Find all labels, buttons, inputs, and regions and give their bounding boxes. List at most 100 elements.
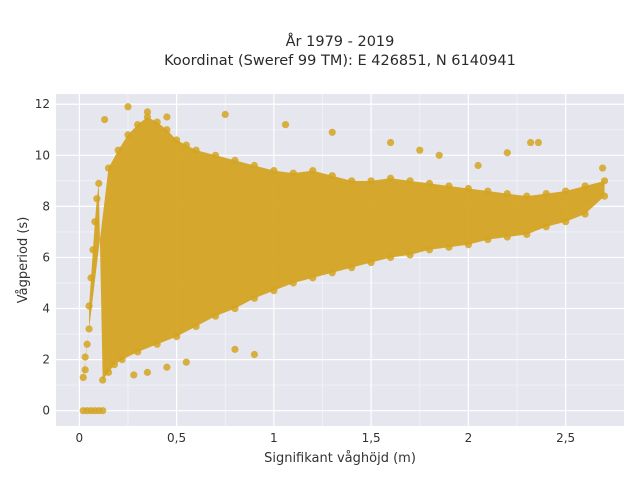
data-point (281, 121, 290, 129)
ticks-layer: 0 2 4 6 8 10 12 0 0,5 1 1,5 2 2,5 (35, 97, 575, 445)
data-point (600, 192, 609, 200)
y-tick-label: 6 (42, 250, 50, 264)
chart-subtitle: Koordinat (Sweref 99 TM): E 426851, N 61… (164, 53, 516, 69)
y-tick-label: 8 (42, 199, 50, 213)
y-tick-label: 4 (42, 302, 50, 316)
data-point (328, 172, 336, 180)
data-point (110, 361, 118, 369)
data-point (348, 264, 356, 272)
y-tick-label: 0 (42, 404, 50, 418)
data-point (163, 126, 171, 134)
data-point (211, 312, 220, 320)
data-point (367, 177, 375, 185)
data-point (143, 113, 152, 121)
data-point (79, 373, 87, 382)
data-point (85, 302, 93, 310)
data-point (85, 325, 93, 333)
data-point (134, 348, 142, 356)
data-point (534, 138, 543, 147)
data-point (211, 151, 220, 159)
data-point (386, 253, 395, 262)
data-point (153, 340, 161, 348)
data-point (130, 371, 138, 379)
data-point (348, 177, 356, 185)
data-point (231, 156, 239, 164)
data-point (104, 368, 113, 376)
x-tick-label: 1,5 (362, 431, 381, 445)
data-point (99, 407, 107, 415)
data-point (542, 223, 550, 231)
y-axis-title: Vågperiod (s) (16, 217, 31, 304)
data-point (192, 146, 200, 154)
data-point (250, 350, 259, 359)
data-point (309, 274, 317, 282)
data-point (118, 356, 126, 364)
data-point (114, 146, 122, 154)
data-point (599, 164, 607, 172)
data-point (91, 218, 99, 226)
x-tick-label: 2,5 (556, 431, 575, 445)
data-point (221, 110, 229, 119)
data-point (231, 304, 239, 313)
data-point (104, 164, 113, 172)
data-point (328, 128, 336, 136)
data-point (542, 190, 550, 198)
data-point (600, 177, 609, 185)
data-point (581, 210, 589, 218)
data-point (124, 131, 132, 139)
data-point (173, 136, 181, 144)
data-point (386, 174, 395, 182)
x-tick-label: 0 (76, 431, 84, 445)
data-point (523, 230, 531, 239)
data-point (367, 258, 375, 267)
x-tick-label: 1 (270, 431, 278, 445)
data-point (503, 190, 511, 198)
data-point (309, 167, 317, 175)
data-point (143, 108, 152, 116)
data-point (289, 169, 297, 177)
data-point (581, 182, 589, 190)
data-point (89, 246, 97, 254)
data-point (464, 184, 472, 193)
x-tick-label: 2 (465, 431, 473, 445)
data-point (425, 179, 434, 187)
points-layer (79, 103, 609, 415)
data-point (416, 146, 424, 154)
data-point (386, 138, 395, 147)
data-point (503, 233, 511, 241)
data-point (484, 235, 492, 244)
y-tick-label: 10 (35, 148, 50, 162)
data-point (464, 241, 472, 249)
data-point (95, 179, 103, 187)
data-point (163, 363, 171, 371)
data-point (425, 246, 434, 254)
data-point (81, 353, 89, 361)
data-point (192, 322, 200, 330)
data-point (527, 138, 535, 147)
data-point (328, 269, 336, 277)
data-point (99, 376, 107, 384)
x-axis-title: Signifikant våghöjd (m) (264, 451, 416, 466)
data-point (124, 103, 132, 111)
data-point (87, 274, 95, 282)
data-point (445, 243, 453, 251)
x-tick-label: 0,5 (167, 431, 186, 445)
data-point (562, 187, 570, 195)
data-point (270, 287, 278, 295)
y-tick-label: 12 (35, 97, 50, 111)
data-point (562, 218, 570, 226)
data-point (250, 161, 259, 170)
data-point (143, 368, 152, 376)
data-point (182, 358, 190, 366)
data-point (270, 167, 278, 175)
data-point (182, 141, 190, 149)
data-point (83, 340, 91, 348)
data-point (435, 151, 443, 159)
data-point (173, 333, 181, 341)
data-point (484, 187, 492, 195)
data-point (250, 294, 259, 302)
data-point (163, 113, 171, 121)
data-point (503, 149, 511, 157)
data-point (289, 279, 297, 287)
